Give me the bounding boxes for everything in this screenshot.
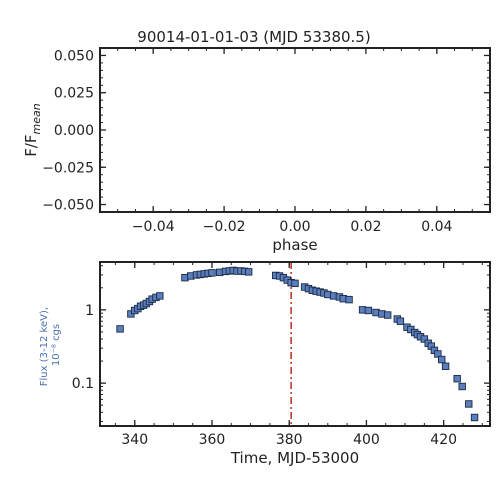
flux-point <box>156 292 164 300</box>
bottom-x-tick-label: 360 <box>199 432 226 448</box>
top-y-tick-label: −0.050 <box>42 198 94 214</box>
flux-point <box>116 325 124 333</box>
top-ticks: −0.04 −0.02 0.00 0.02 0.04 0.050 0.025 0.000 −0.… <box>42 48 490 235</box>
bottom-chart: 340 360 380 400 420 1 0.1 Time, MJD-53000 Flux… <box>39 261 491 467</box>
top-x-tick-label: 0.04 <box>421 219 452 235</box>
flux-point <box>291 279 299 288</box>
bottom-y-axis-label-line2: 10⁻⁸ cgs <box>51 324 62 366</box>
bottom-y-tick-label: 1 <box>85 303 94 319</box>
top-x-tick-label: 0.02 <box>350 219 381 235</box>
top-y-tick-label: 0.025 <box>54 86 94 102</box>
flux-point <box>345 295 353 304</box>
flux-point <box>420 335 429 343</box>
top-y-axis-label: F/Fmean <box>22 103 43 157</box>
top-x-tick-label: −0.02 <box>203 219 246 235</box>
top-y-tick-label: 0.000 <box>54 123 94 139</box>
flux-point <box>470 413 479 422</box>
flux-point <box>434 350 442 358</box>
flux-point <box>383 311 392 319</box>
top-y-tick-label: 0.050 <box>54 48 94 64</box>
flux-point <box>208 269 216 277</box>
top-chart-title: 90014-01-01-03 (MJD 53380.5) <box>137 28 370 46</box>
flux-point <box>458 382 466 391</box>
flux-point <box>438 355 446 364</box>
top-y-axis-label-main: F/F <box>22 134 40 156</box>
flux-point <box>244 268 253 276</box>
bottom-y-tick-label: 0.1 <box>72 376 94 392</box>
bottom-x-tick-label: 340 <box>121 432 148 448</box>
bottom-y-axis-label-line1: Flux (3-12 keV), <box>39 307 50 386</box>
top-x-axis-label: phase <box>272 236 317 254</box>
flux-points <box>116 266 479 422</box>
bottom-x-tick-label: 420 <box>430 432 457 448</box>
top-x-tick-label: −0.04 <box>132 219 175 235</box>
top-y-axis-label-sub: mean <box>30 103 43 134</box>
top-y-tick-label: −0.025 <box>42 160 94 176</box>
bottom-plot-frame <box>99 261 491 427</box>
bottom-x-axis-label: Time, MJD-53000 <box>230 449 359 467</box>
flux-point <box>453 374 461 383</box>
flux-point <box>396 317 405 325</box>
bottom-x-tick-label: 380 <box>276 432 303 448</box>
bottom-y-axis-label: Flux (3-12 keV), 10⁻⁸ cgs <box>39 304 62 386</box>
bottom-x-tick-label: 400 <box>353 432 380 448</box>
bottom-ticks: 340 360 380 400 420 1 0.1 <box>72 262 490 448</box>
top-plot-frame <box>99 47 491 213</box>
flux-point <box>441 362 450 370</box>
top-x-tick-label: 0.00 <box>279 219 310 235</box>
flux-point <box>465 400 473 408</box>
top-chart: 90014-01-01-03 (MJD 53380.5) −0.04 −0.02 0… <box>22 28 491 254</box>
flux-point <box>364 306 373 315</box>
